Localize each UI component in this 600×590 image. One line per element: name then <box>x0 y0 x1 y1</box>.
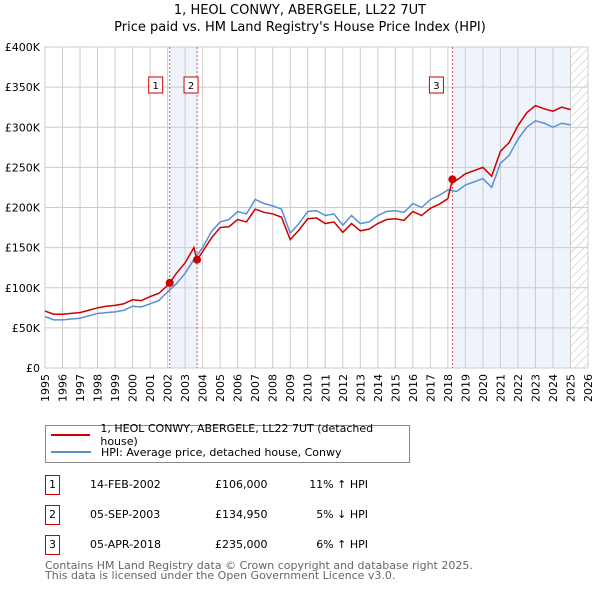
transaction-marker: 2 <box>45 505 60 525</box>
x-tick-label: 1997 <box>74 374 87 402</box>
x-tick-label: 2012 <box>337 374 350 402</box>
x-tick-label: 2016 <box>407 374 420 402</box>
y-tick-label: £300K <box>5 121 41 134</box>
legend-label: 1, HEOL CONWY, ABERGELE, LL22 7UT (detac… <box>100 422 374 448</box>
sale-label-box <box>183 76 199 94</box>
y-tick-label: £350K <box>5 81 41 94</box>
x-tick-label: 2011 <box>319 374 332 402</box>
legend-item-hpi: HPI: Average price, detached house, Conw… <box>51 444 342 460</box>
transaction-hpi: 11% ↑ HPI <box>309 478 368 491</box>
x-tick-label: 2022 <box>512 374 525 402</box>
x-tick-label: 2010 <box>302 374 315 402</box>
sale-label: 2 <box>188 81 194 92</box>
sale-label-box <box>148 76 164 94</box>
y-tick-label: £250K <box>5 161 41 174</box>
footer-line: This data is licensed under the Open Gov… <box>45 569 396 582</box>
chart-subtitle: Price paid vs. HM Land Registry's House … <box>114 20 486 35</box>
legend: 1, HEOL CONWY, ABERGELE, LL22 7UT (detac… <box>45 422 410 463</box>
sale-point <box>193 255 202 264</box>
y-tick-label: £400K <box>5 41 41 54</box>
x-tick-label: 1995 <box>39 374 52 402</box>
sale-label-box <box>428 76 444 94</box>
x-tick-label: 1996 <box>57 374 70 402</box>
transaction-marker: 3 <box>45 535 60 555</box>
x-tick-label: 1998 <box>92 374 105 402</box>
x-tick-label: 1999 <box>109 374 122 402</box>
x-tick-label: 2018 <box>442 374 455 402</box>
x-tick-label: 2002 <box>162 374 175 402</box>
transaction-date: 14-FEB-2002 <box>90 478 161 491</box>
x-tick-label: 2009 <box>284 374 297 402</box>
x-tick-label: 2017 <box>424 374 437 402</box>
x-tick-label: 2003 <box>179 374 192 402</box>
x-tick-label: 2015 <box>389 374 402 402</box>
x-tick-label: 2013 <box>354 374 367 402</box>
sale-label: 3 <box>433 81 439 92</box>
transaction-price: £235,000 <box>215 538 268 551</box>
x-tick-label: 2024 <box>547 374 560 402</box>
legend-label: HPI: Average price, detached house, Conw… <box>101 445 342 459</box>
plot-border <box>44 46 589 369</box>
y-tick-label: £50K <box>12 322 41 335</box>
y-tick-label: £150K <box>5 242 41 255</box>
blue-line-swatch <box>51 451 91 453</box>
x-tick-label: 2000 <box>127 374 140 402</box>
x-tick-label: 2014 <box>372 374 385 402</box>
x-tick-label: 2025 <box>564 374 577 402</box>
price-chart: 1995 1996 1997 1998 1999 2000 2001 2002 2003 2004… <box>5 41 595 402</box>
legend-item-property: 1, HEOL CONWY, ABERGELE, LL22 7UT (detac… <box>51 422 409 448</box>
y-tick-label: £200K <box>5 202 41 215</box>
red-line-swatch <box>51 434 91 436</box>
x-tick-label: 2023 <box>529 374 542 402</box>
property-price-line <box>44 104 571 315</box>
x-tick-label: 2021 <box>494 374 507 402</box>
transaction-marker: 1 <box>45 475 60 495</box>
x-tick-label: 2019 <box>459 374 472 402</box>
x-tick-label: 2004 <box>197 374 210 402</box>
x-tick-label: 2007 <box>249 374 262 402</box>
transaction-hpi: 5% ↓ HPI <box>316 508 368 521</box>
y-tick-label: £0 <box>26 362 40 375</box>
transaction-price: £134,950 <box>215 508 268 521</box>
x-tick-label: 2020 <box>477 374 490 402</box>
footer-line: Contains HM Land Registry data © Crown c… <box>45 559 473 572</box>
transaction-price: £106,000 <box>215 478 268 491</box>
x-tick-label: 2001 <box>144 374 157 402</box>
sale-point <box>165 278 174 287</box>
x-tick-label: 2008 <box>267 374 280 402</box>
transaction-hpi: 6% ↑ HPI <box>316 538 368 551</box>
x-tick-label: 2006 <box>232 374 245 402</box>
y-tick-label: £100K <box>5 282 41 295</box>
sale-label: 1 <box>153 81 159 92</box>
x-tick-label: 2005 <box>214 374 227 402</box>
transaction-date: 05-APR-2018 <box>90 538 162 551</box>
chart-title: 1, HEOL CONWY, ABERGELE, LL22 7UT <box>173 3 427 18</box>
x-tick-label: 2026 <box>582 374 595 402</box>
footer: Contains HM Land Registry data © Crown c… <box>45 559 473 582</box>
sale-point <box>448 175 457 184</box>
hpi-line <box>44 120 571 321</box>
transaction-date: 05-SEP-2003 <box>90 508 161 521</box>
